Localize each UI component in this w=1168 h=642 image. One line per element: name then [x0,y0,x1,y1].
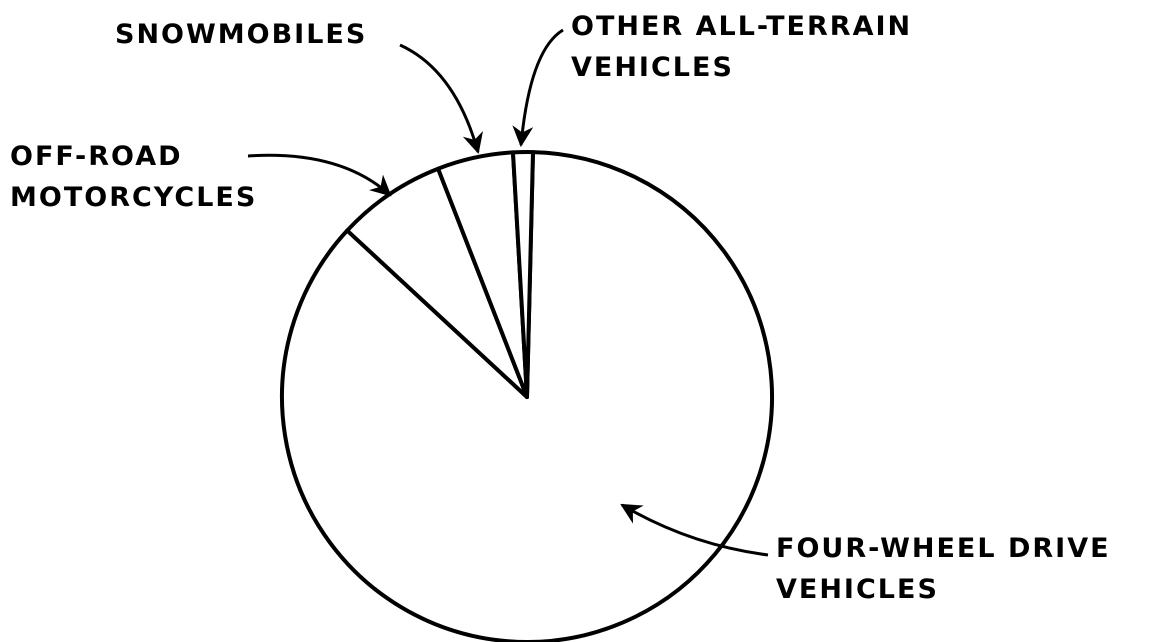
slice-label: OTHER ALL-TERRAIN VEHICLES [571,11,913,83]
arrow [512,28,564,148]
slice-label: SNOWMOBILES [115,19,368,50]
slice-label: OFF-ROAD MOTORCYCLES [10,141,258,213]
pie-slice [510,150,535,399]
arrow [399,43,483,155]
pie [280,150,774,642]
arrow [620,503,769,557]
slice-label: FOUR-WHEEL DRIVE VEHICLES [776,533,1111,605]
arrow [247,153,392,197]
